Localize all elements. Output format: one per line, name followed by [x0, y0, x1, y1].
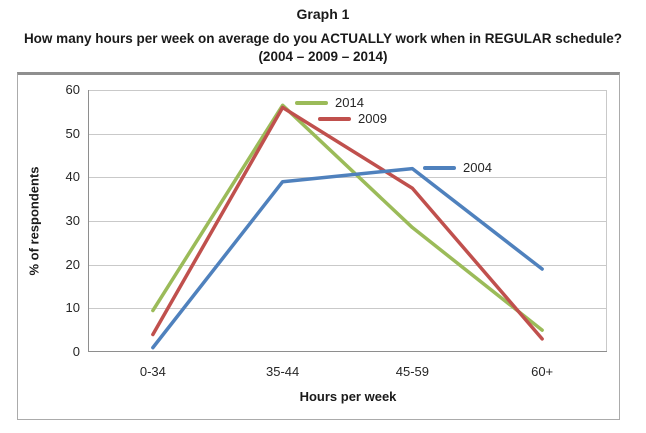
chart-title: Graph 1 [296, 6, 350, 22]
chart-svg [88, 90, 607, 352]
x-axis-title: Hours per week [299, 389, 397, 404]
y-tick-label-20: 20 [65, 256, 80, 272]
y-tick-label-10: 10 [65, 300, 80, 316]
y-tick-label-50: 50 [65, 125, 80, 141]
line-2014 [151, 103, 544, 332]
y-tick-label-40: 40 [65, 169, 80, 185]
chart-subtitle-question: How many hours per week on average do yo… [23, 31, 623, 46]
line-2004 [151, 166, 544, 350]
chart-subtitle-years: (2004 – 2009 – 2014) [258, 49, 388, 64]
line-2009 [151, 105, 544, 341]
chart-frame: 2014 2009 2004 % of respondents Hours pe… [17, 72, 620, 420]
y-tick-label-30: 30 [65, 213, 80, 228]
y-tick-label-0: 0 [72, 344, 80, 359]
legend-item-2004: 2004 [423, 160, 492, 176]
x-tick-label-60+: 60+ [531, 364, 554, 379]
legend-label-2004: 2004 [463, 160, 492, 175]
legend-swatch-2004 [423, 166, 456, 170]
x-tick-label-45-59: 45-59 [395, 364, 429, 379]
legend-item-2009: 2009 [318, 111, 387, 127]
plot-area: 2014 2009 2004 [88, 90, 607, 352]
legend-swatch-2014 [295, 101, 328, 105]
legend-swatch-2009 [318, 117, 351, 121]
legend-label-2009: 2009 [358, 111, 387, 126]
x-tick-label-35-44: 35-44 [266, 364, 300, 379]
legend-label-2014: 2014 [335, 95, 364, 110]
y-tick-label-60: 60 [65, 82, 80, 97]
x-tick-label-0-34: 0-34 [139, 364, 166, 379]
legend-item-2014: 2014 [295, 95, 364, 111]
